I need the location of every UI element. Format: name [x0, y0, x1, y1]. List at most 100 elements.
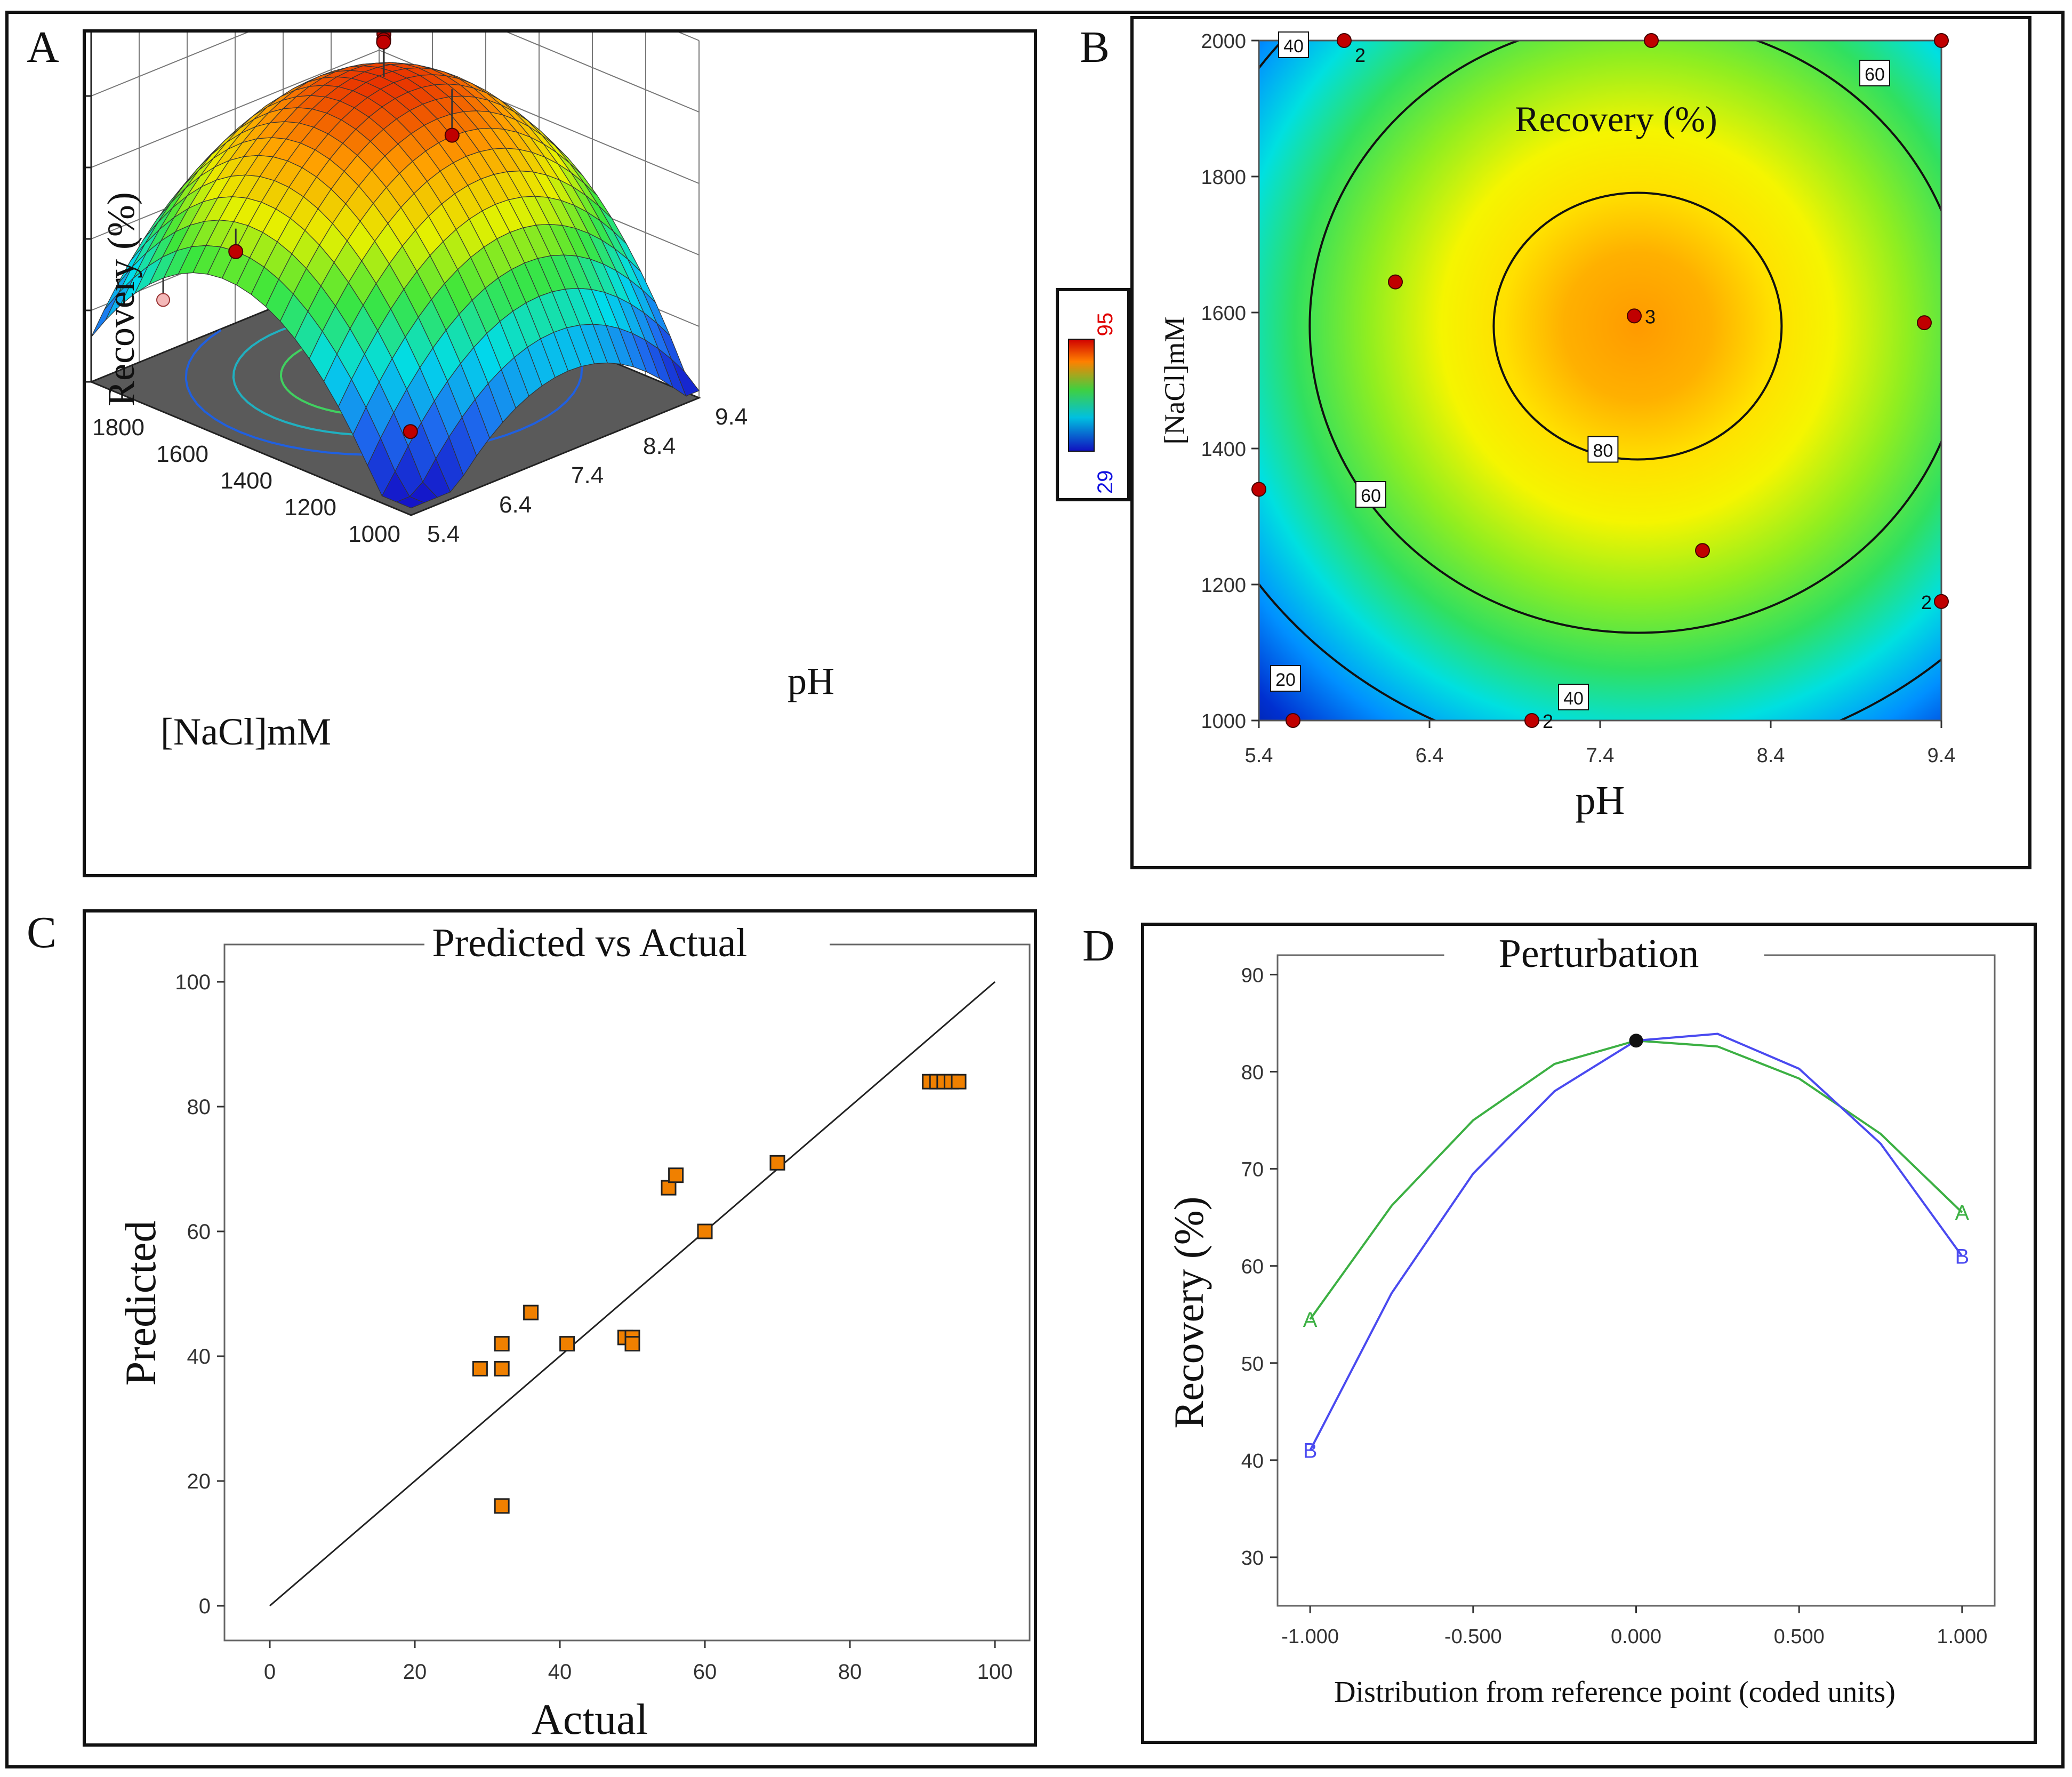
x-tick-label: 1.000 — [1937, 1626, 1987, 1648]
contour-label-box — [1270, 665, 1301, 692]
y-axis-label: [NaCl]mM — [1159, 317, 1191, 445]
panel-label-b: B — [1080, 22, 1110, 72]
x-tick-label: -0.500 — [1444, 1626, 1502, 1648]
data-point — [951, 1074, 967, 1090]
contour-label-2: 60 — [1361, 486, 1381, 506]
title-bg — [424, 918, 830, 960]
ph-tick-label: 8.4 — [643, 433, 676, 459]
data-point — [668, 1167, 684, 1183]
ph-tick-label: 7.4 — [571, 462, 604, 489]
contour-label-box — [1278, 31, 1309, 58]
y-tick-label: 30 — [1241, 1547, 1264, 1570]
data-point — [661, 1180, 677, 1196]
nacl-axis-label: [NaCl]mM — [160, 710, 331, 753]
contour-label-box — [1587, 436, 1619, 463]
data-point — [494, 1360, 510, 1376]
design-point — [1251, 482, 1266, 497]
design-point-above — [376, 34, 391, 50]
y-tick-label: 40 — [187, 1345, 211, 1368]
contour-fill — [1259, 41, 1941, 721]
series-label-end-A: A — [1955, 1202, 1970, 1225]
series-line-A — [1309, 1039, 1963, 1320]
y-tick-label: 1400 — [1201, 438, 1246, 461]
design-point-above — [444, 127, 460, 143]
y-tick-label: 80 — [187, 1095, 211, 1119]
series-label-end-B: B — [1955, 1245, 1970, 1268]
contour-label-1: 60 — [1865, 65, 1885, 85]
series-label-start-A: A — [1303, 1308, 1318, 1332]
chart-c-scatter: Predicted vs Actual 0 20 40 60 80 100 0 20 40 60 80… — [116, 918, 1031, 1743]
design-point-count: 2 — [1355, 44, 1366, 66]
y-tick-label: 0 — [199, 1595, 211, 1618]
nacl-tick-label: 1600 — [156, 441, 208, 467]
contour-line-80 — [1492, 191, 1783, 461]
chart-b-contour: 80 60 60 40 40 20 5.4 6.4 7.4 8.4 9.4 2000 1800 1600 1… — [1159, 30, 1956, 823]
surface-mesh — [91, 62, 700, 509]
x-tick-label: 100 — [977, 1660, 1013, 1684]
chart-title: Perturbation — [1499, 931, 1699, 976]
design-point — [1934, 33, 1949, 48]
y-tick-label: 90 — [1241, 964, 1264, 987]
wall-grid — [91, 33, 248, 97]
nacl-tick-label: 1400 — [220, 468, 272, 494]
reference-point — [1629, 1034, 1643, 1048]
data-point — [697, 1223, 713, 1239]
chart-title: Predicted vs Actual — [432, 920, 748, 965]
design-point — [1917, 315, 1932, 331]
y-tick-label: 1000 — [1201, 710, 1246, 733]
design-point-count: 2 — [1543, 710, 1553, 732]
x-tick-label: 80 — [838, 1660, 862, 1684]
panel-label-d: D — [1082, 921, 1115, 971]
x-tick-label: -1.000 — [1281, 1626, 1339, 1648]
ph-axis-label: pH — [788, 660, 834, 702]
chart-a-surface: 1008060402002000180016001400120010009.48… — [86, 33, 834, 753]
nacl-tick-label: 1000 — [348, 521, 400, 547]
y-axis-label: Recovery (%) — [1166, 1196, 1212, 1428]
y-tick-label: 1800 — [1201, 166, 1246, 189]
contour-label-0: 80 — [1593, 441, 1613, 461]
contour-label-5: 20 — [1275, 670, 1296, 690]
x-tick-label: 0 — [264, 1660, 276, 1684]
wall-grid — [91, 50, 380, 168]
x-tick-label: 9.4 — [1928, 745, 1956, 767]
nacl-tick-label: 1800 — [92, 414, 144, 441]
ph-tick-label: 6.4 — [499, 492, 532, 518]
panel-label-a: A — [27, 22, 59, 72]
design-point-above — [228, 244, 244, 259]
x-tick-label: 40 — [548, 1660, 572, 1684]
x-axis-label: Actual — [532, 1695, 648, 1743]
design-point — [1695, 543, 1710, 558]
data-point — [624, 1336, 640, 1352]
contour-line-60 — [1308, 41, 1941, 634]
panel-a: 1008060402002000180016001400120010009.48… — [83, 29, 1037, 877]
y-axis-label: Predicted — [116, 1221, 165, 1386]
contour-label-4: 40 — [1283, 36, 1304, 57]
colorbar-min-label: 29 — [1094, 470, 1117, 494]
design-point — [1934, 594, 1949, 609]
figure-frame — [5, 11, 2065, 1768]
data-point — [472, 1360, 488, 1376]
y-tick-label: 20 — [187, 1470, 211, 1493]
panel-c: Predicted vs Actual 0 20 40 60 80 100 0 20 40 60 80… — [83, 909, 1037, 1747]
contour-label-box — [1558, 684, 1589, 710]
x-axis-label: pH — [1576, 778, 1625, 823]
title-bg — [1444, 931, 1764, 974]
panel-d: Perturbation -1.000 -0.500 0.000 0.500 1.000 9… — [1141, 923, 2037, 1744]
plot-border — [1276, 954, 1996, 1607]
data-point — [523, 1304, 539, 1320]
design-point-count: 3 — [1645, 306, 1656, 327]
series-line-B — [1309, 1032, 1963, 1451]
x-tick-label: 60 — [693, 1660, 717, 1684]
series-label-start-B: B — [1303, 1439, 1318, 1463]
chart-d-perturbation: Perturbation -1.000 -0.500 0.000 0.500 1.000 9… — [1166, 931, 1996, 1709]
nacl-tick-label: 1200 — [284, 494, 336, 521]
design-point — [1627, 308, 1642, 324]
y-tick-label: 60 — [187, 1220, 211, 1244]
ph-tick-label: 5.4 — [427, 521, 460, 547]
wall-grid — [507, 33, 700, 113]
y-tick-label: 60 — [1241, 1256, 1264, 1278]
x-axis-label: Distribution from reference point (coded… — [1334, 1676, 1896, 1709]
y-tick-label: 40 — [1241, 1450, 1264, 1472]
y-tick-label: 80 — [1241, 1062, 1264, 1084]
panel-label-c: C — [27, 908, 57, 957]
